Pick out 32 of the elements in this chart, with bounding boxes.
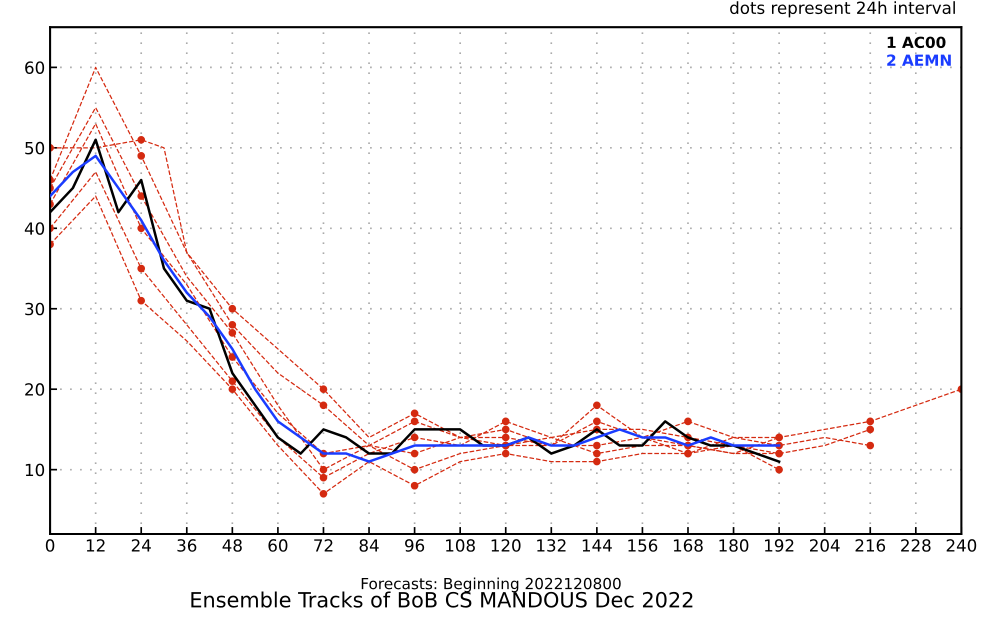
text: 1 AC00 — [888, 36, 946, 48]
x-tick-label: 240 — [946, 539, 976, 552]
x-tick-label: 36 — [177, 539, 196, 552]
x-tick-label: 168 — [674, 539, 703, 552]
text: dots represent 24h interval — [730, 1, 955, 18]
x-tick-label: 204 — [810, 539, 840, 552]
x-tick-label: 144 — [582, 539, 612, 552]
x-tick-label: 96 — [405, 539, 424, 552]
y-tick-label: 10 — [26, 464, 44, 476]
y-tick-label: 60 — [25, 61, 44, 74]
x-tick-label: 192 — [765, 539, 794, 552]
y-tick-label: 40 — [24, 222, 44, 235]
text: 2 AEMN — [887, 54, 951, 66]
x-tick-label: 132 — [537, 539, 566, 552]
y-tick-label: 20 — [25, 383, 44, 396]
x-tick-label: 12 — [86, 539, 105, 552]
y-tick-label: 30 — [25, 302, 44, 316]
x-tick-label: 180 — [719, 539, 748, 552]
x-tick-label: 48 — [222, 539, 242, 552]
x-tick-label: 156 — [628, 539, 658, 552]
y-tick-label: 50 — [25, 142, 44, 154]
x-tick-label: 84 — [360, 539, 379, 552]
x-tick-label: 120 — [492, 539, 521, 552]
text: Ensemble Tracks of BoB CS MANDOUS Dec 2022 — [191, 591, 692, 608]
x-tick-label: 216 — [856, 539, 886, 552]
x-tick-label: 228 — [901, 539, 931, 552]
x-tick-label: 0 — [46, 539, 54, 552]
x-tick-label: 60 — [268, 539, 288, 552]
text: Forecasts: Beginning 2022120800 — [362, 578, 621, 592]
x-tick-label: 72 — [314, 539, 332, 552]
x-tick-label: 108 — [446, 539, 475, 552]
x-tick-label: 24 — [132, 539, 151, 552]
